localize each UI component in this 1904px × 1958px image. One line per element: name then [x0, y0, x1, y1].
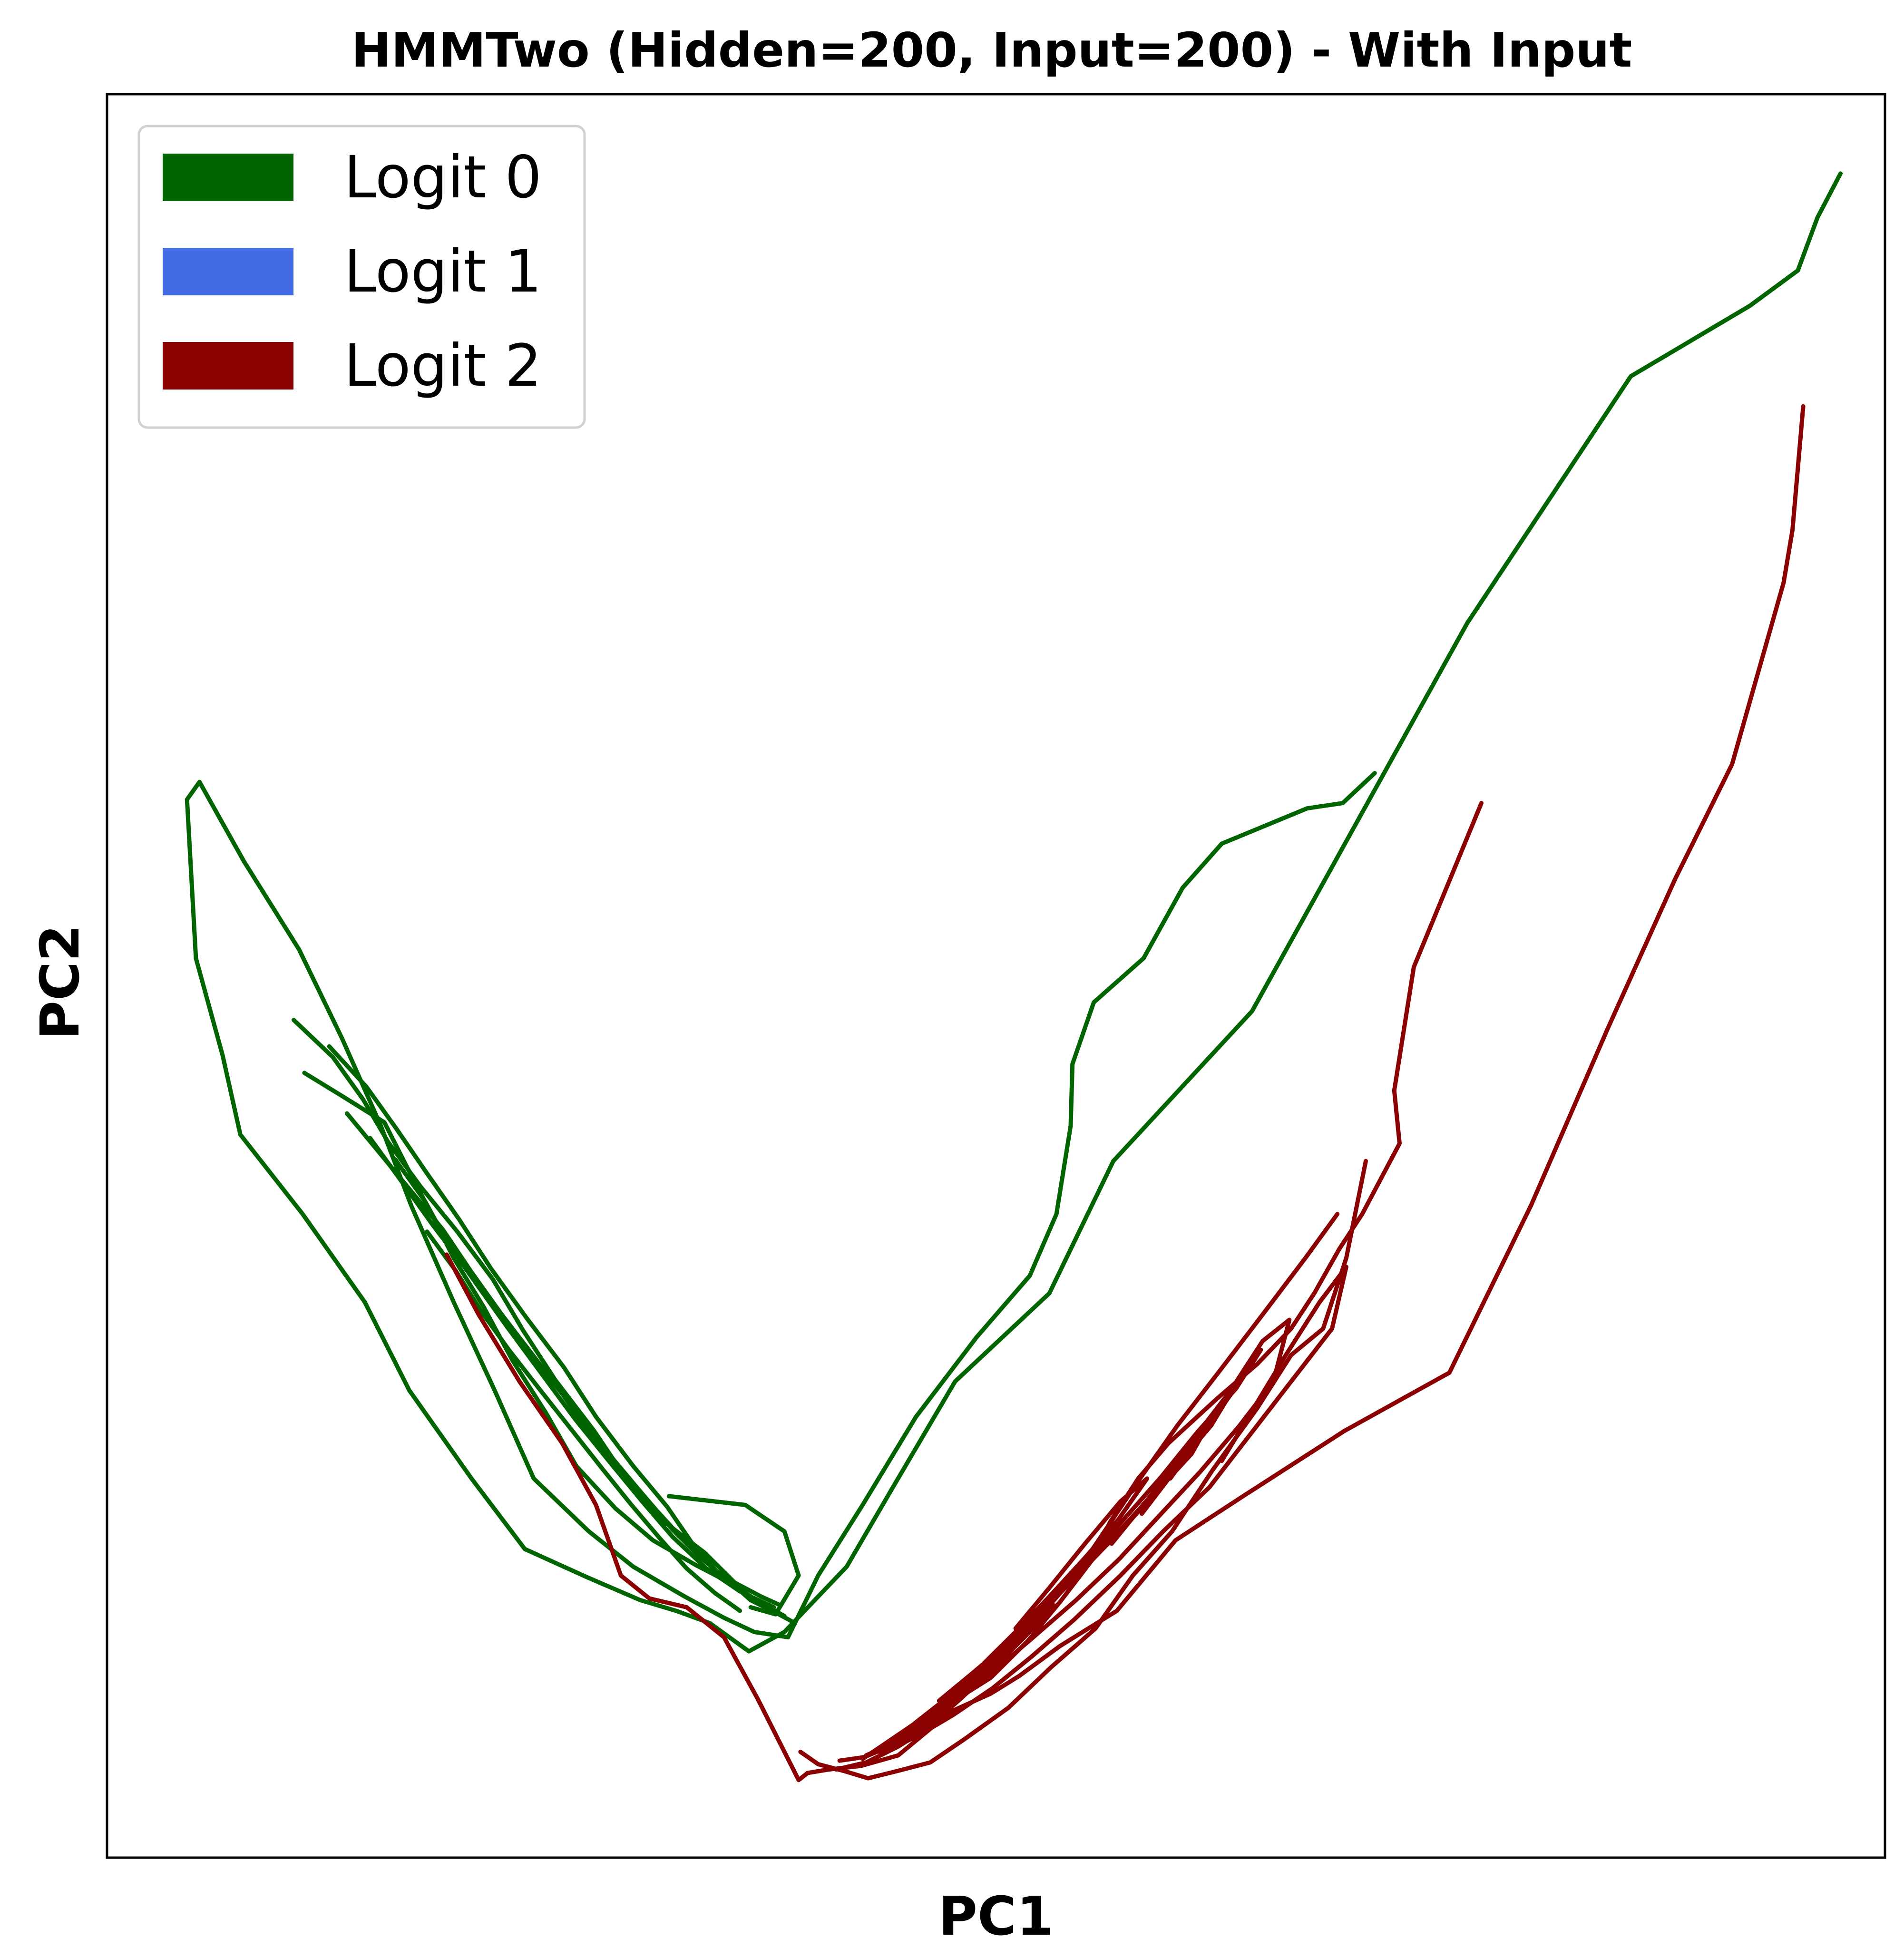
x-axis-label: PC1 [938, 1886, 1054, 1948]
chart-title: HMMTwo (Hidden=200, Input=200) - With In… [352, 22, 1632, 78]
legend-label-logit-1: Logit 1 [344, 238, 542, 305]
series-layer [185, 171, 1843, 1783]
legend-label-logit-2: Logit 2 [344, 332, 542, 399]
trajectory-logit-2-11 [860, 1619, 1034, 1761]
legend-label-logit-0: Logit 0 [344, 144, 542, 211]
trajectory-logit-2-4 [878, 1265, 1348, 1756]
trajectory-logit-2-10 [834, 1603, 1057, 1772]
trajectory-logit-0-7 [368, 1136, 771, 1611]
trajectory-logit-2-2 [798, 1159, 1368, 1781]
legend: Logit 0 Logit 1 Logit 2 [137, 125, 586, 429]
trajectory-logit-0-0 [707, 171, 1843, 1654]
series-logit-2 [444, 404, 1806, 1783]
y-axis-label: PC2 [29, 925, 91, 1040]
legend-swatch-logit-2 [163, 342, 293, 390]
series-logit-0 [185, 171, 1843, 1654]
trajectory-logit-2-0 [444, 404, 1806, 1783]
trajectory-logit-0-10 [425, 1229, 742, 1613]
trajectory-logit-0-8 [393, 1157, 742, 1594]
trajectory-logit-0-4 [292, 1018, 783, 1608]
trajectory-logit-0-2 [786, 771, 1377, 1639]
legend-swatch-logit-0 [163, 154, 293, 201]
legend-swatch-logit-1 [163, 248, 293, 295]
trajectory-logit-0-9 [666, 1494, 801, 1617]
